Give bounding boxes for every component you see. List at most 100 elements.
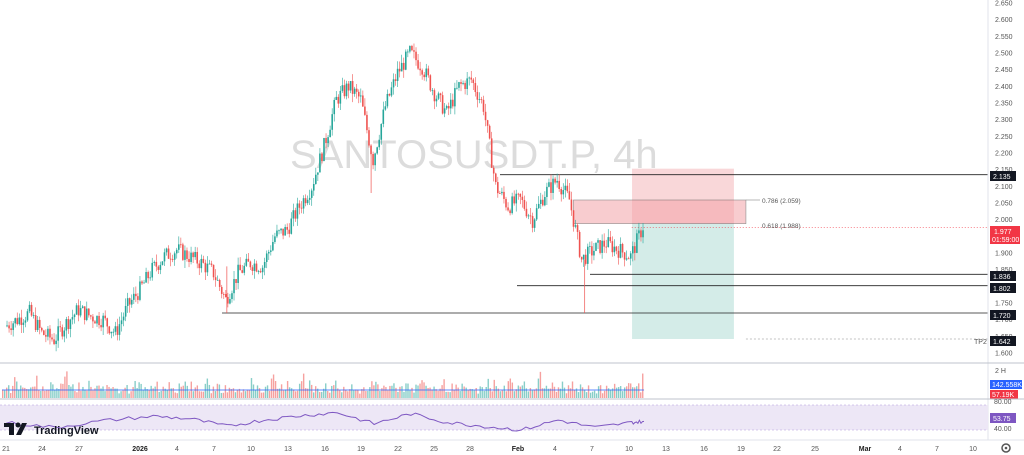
candle-body (456, 87, 458, 89)
candle-body (155, 261, 158, 267)
candle-body (186, 250, 188, 259)
volume-bar (533, 389, 536, 398)
candle-body (621, 244, 624, 253)
volume-bar (636, 386, 638, 398)
y-tick-label: 2.650 (995, 1, 1013, 8)
volume-bar (2, 389, 4, 398)
candle-body (499, 193, 501, 194)
volume-bar (244, 391, 247, 398)
gear-icon[interactable] (1001, 443, 1011, 453)
candle-body (347, 83, 350, 91)
candle-body (284, 227, 286, 236)
volume-bar (296, 390, 299, 398)
candle-body (276, 230, 278, 237)
candle-body (548, 182, 550, 187)
volume-bar (339, 390, 341, 398)
svg-text:1.836: 1.836 (993, 274, 1011, 281)
candle-body (270, 250, 272, 252)
volume-bar (172, 388, 174, 398)
candle-body (104, 315, 106, 319)
candle-body (558, 180, 560, 190)
volume-bar (146, 389, 148, 398)
volume-bar (282, 390, 285, 398)
candle-body (163, 252, 166, 262)
volume-bar (100, 388, 102, 398)
volume-bar (200, 391, 203, 398)
candle-body (239, 264, 241, 271)
volume-bar (46, 389, 48, 398)
candle-body (482, 99, 485, 112)
volume-bar (150, 385, 152, 398)
volume-bar (525, 388, 528, 398)
volume-bar (56, 388, 58, 398)
candle-body (110, 331, 113, 334)
candle-body (409, 46, 411, 52)
tradingview-logo[interactable]: TradingView (4, 422, 99, 438)
volume-bar (595, 393, 598, 398)
candle-body (390, 87, 393, 96)
x-tick-label: 16 (321, 446, 329, 453)
volume-bar (333, 385, 335, 398)
candle-body (591, 246, 593, 256)
volume-bar (417, 385, 419, 398)
svg-text:1.977: 1.977 (994, 229, 1012, 236)
x-tick-label: 4 (898, 446, 902, 453)
volume-bar (60, 383, 62, 398)
volume-pane-label: 2 H (995, 368, 1006, 375)
y-tick-label: 1.750 (995, 301, 1013, 308)
volume-bar (222, 392, 225, 398)
volume-bar (539, 371, 542, 398)
candle-body (562, 190, 565, 195)
volume-bar (86, 390, 88, 398)
candle-body (368, 130, 370, 146)
candle-body (73, 314, 76, 318)
candle-body (6, 325, 8, 327)
volume-bar (238, 388, 241, 398)
volume-bar (92, 390, 94, 398)
candle-body (556, 180, 558, 183)
candle-body (28, 304, 31, 312)
candle-body (564, 185, 567, 191)
candle-body (566, 185, 569, 192)
candle-body (531, 216, 534, 228)
volume-bar (513, 391, 516, 398)
candle-body (171, 259, 174, 261)
volume-bar (585, 392, 588, 398)
volume-bar (14, 377, 16, 398)
current-price-tag: 1.977 01:59:00 (990, 226, 1020, 244)
volume-bar (634, 387, 636, 398)
candle-body (45, 334, 47, 337)
volume-bar (335, 380, 337, 398)
candle-body (198, 263, 201, 269)
volume-bar (499, 391, 501, 398)
volume-bar (108, 386, 110, 398)
candle-body (122, 316, 125, 321)
candle-body (619, 244, 622, 258)
candle-body (18, 317, 21, 325)
candle-body (200, 258, 203, 269)
candle-body (94, 321, 96, 324)
volume-bar (353, 390, 355, 398)
volume-bar (421, 380, 423, 398)
volume-bar (52, 384, 54, 398)
volume-bar (166, 389, 168, 398)
candle-body (427, 68, 430, 76)
candle-body (40, 327, 43, 331)
volume-bar (599, 385, 602, 398)
candle-body (595, 242, 597, 251)
candle-body (321, 153, 323, 162)
candle-body (79, 308, 82, 316)
candle-body (341, 85, 344, 91)
x-tick-label: 7 (590, 446, 594, 453)
candle-body (494, 173, 497, 183)
candle-body (476, 92, 479, 100)
supply-zone (573, 199, 747, 224)
volume-bar (391, 385, 393, 398)
candle-body (615, 246, 618, 251)
candle-body (607, 237, 610, 247)
volume-bar (549, 388, 552, 398)
volume-bar (509, 378, 512, 398)
volume-bar (481, 387, 483, 398)
volume-bar (629, 383, 632, 398)
